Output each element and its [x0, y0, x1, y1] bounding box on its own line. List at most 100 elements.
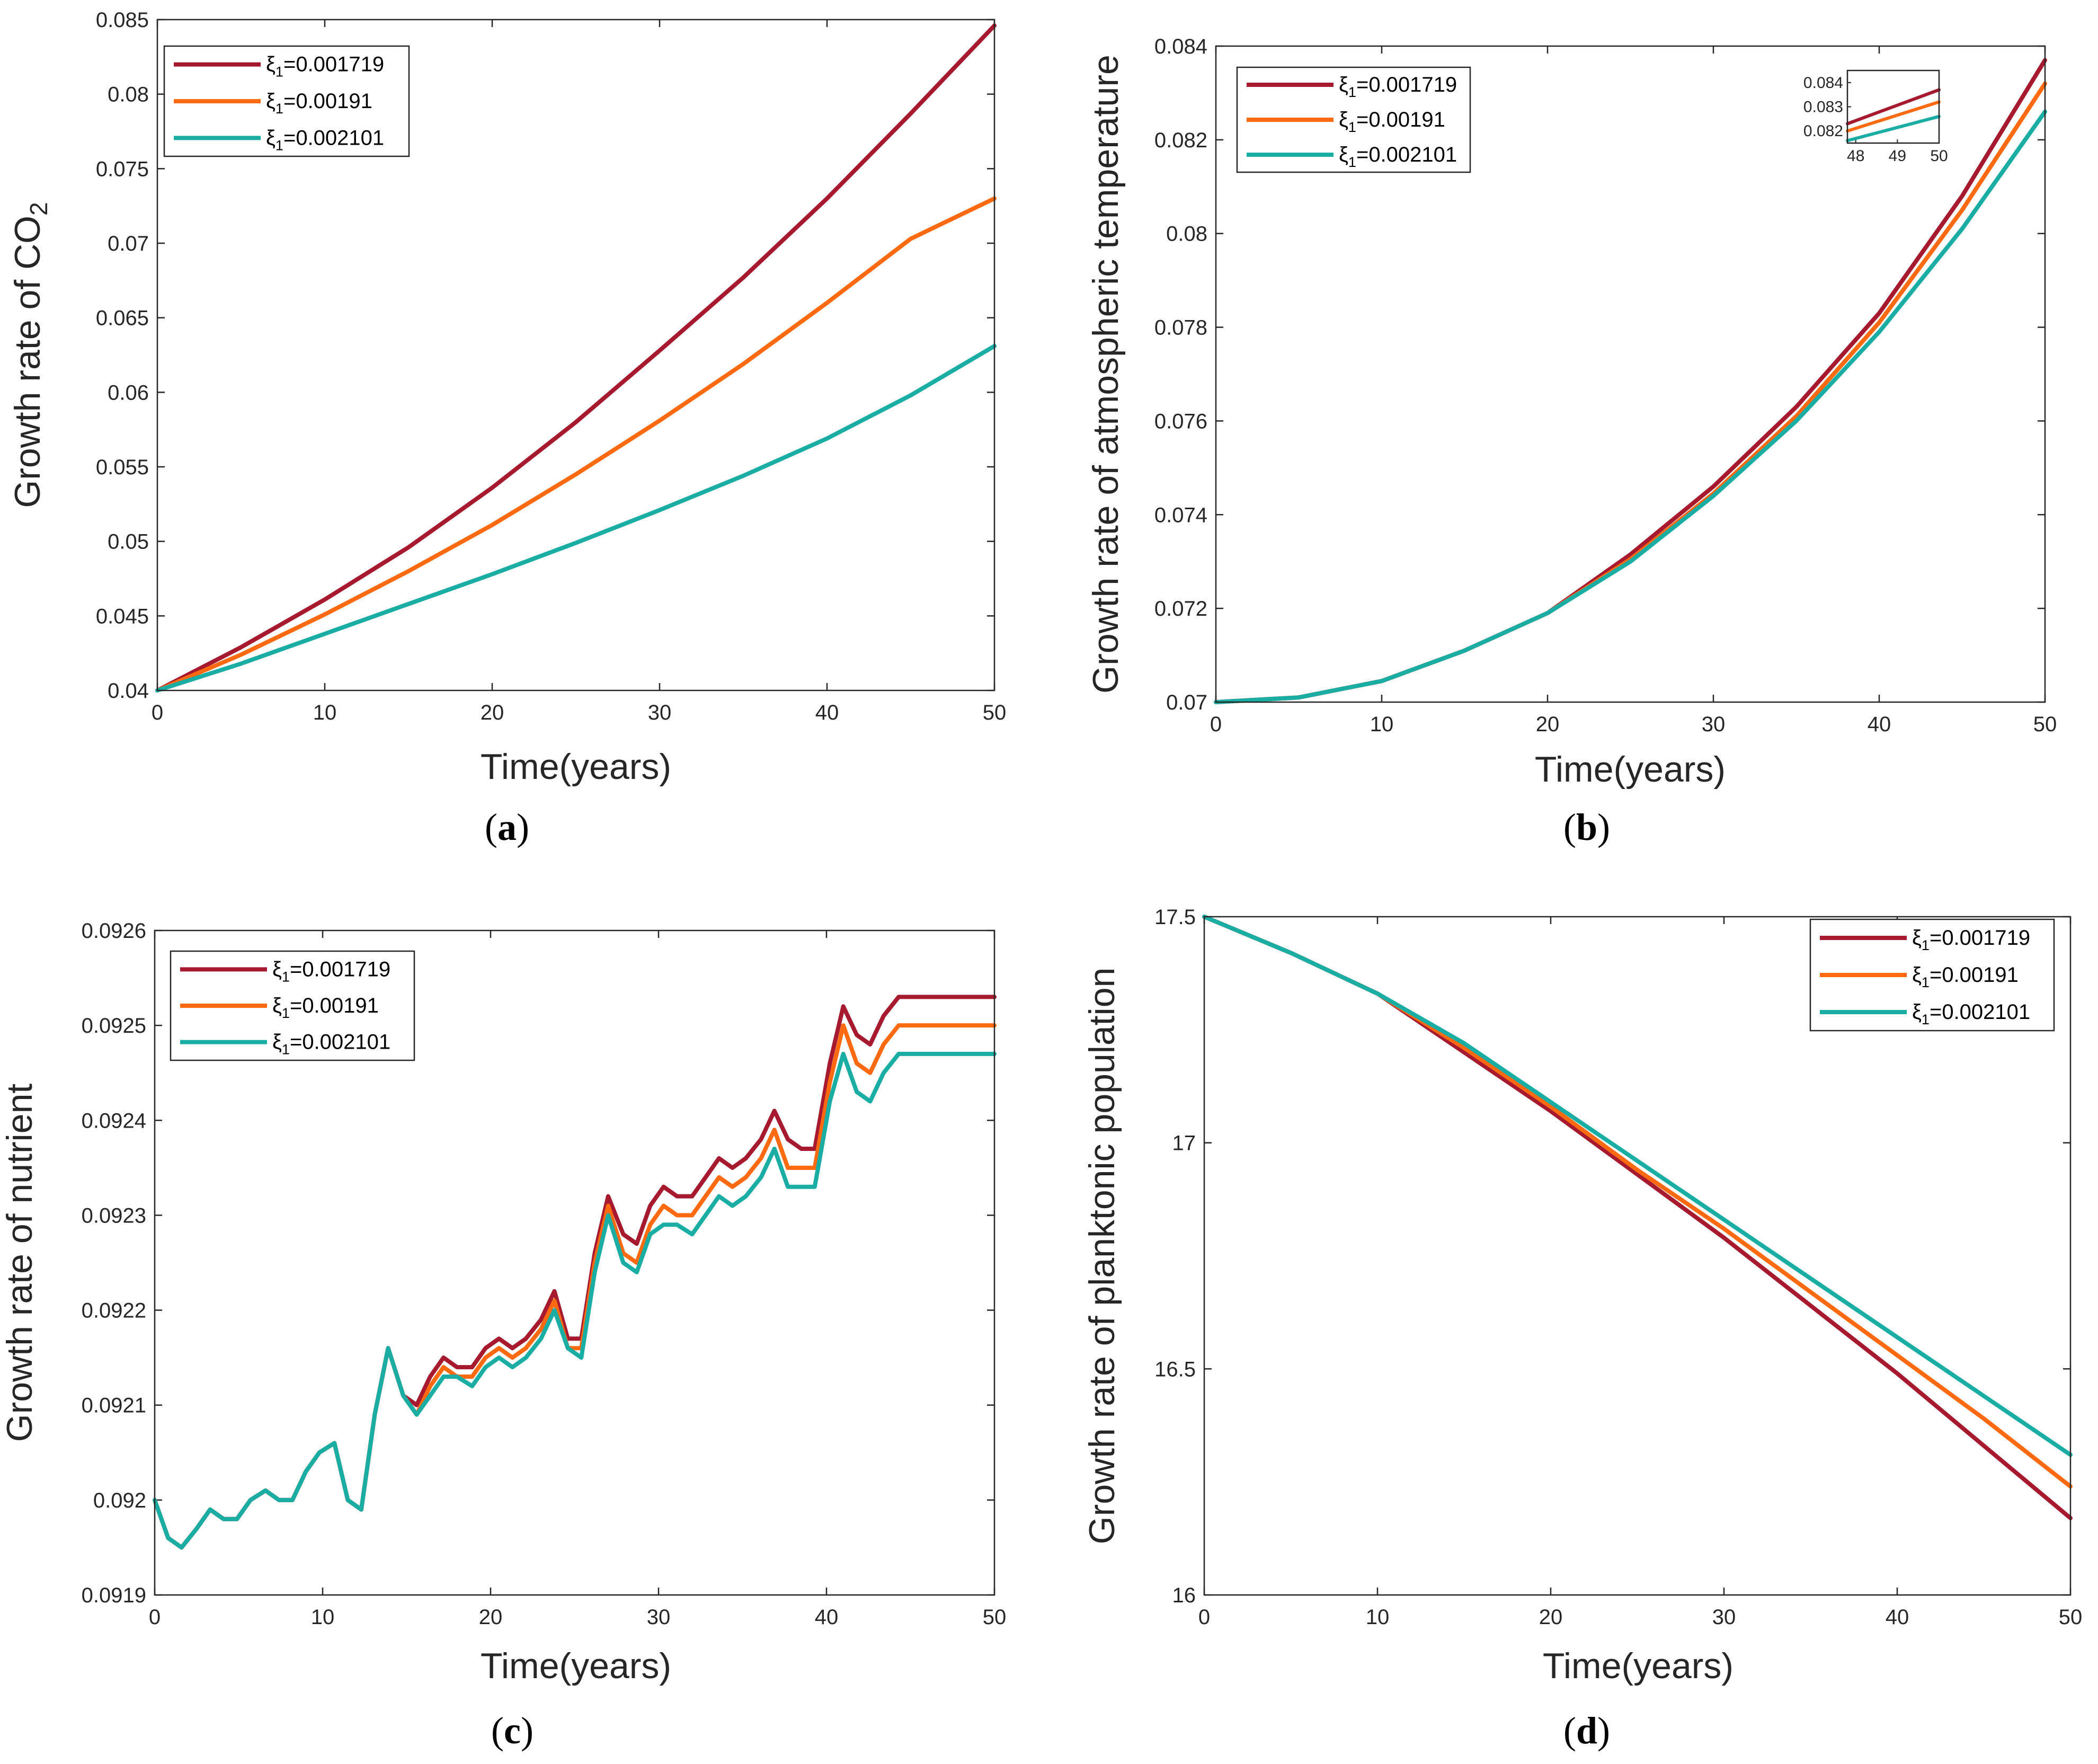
- x-tick-label: 10: [313, 701, 337, 724]
- inset-frame: [1846, 69, 1940, 144]
- inset-x-tick-label: 49: [1889, 147, 1906, 165]
- y-tick-label: 16: [1172, 1584, 1196, 1607]
- panel-label: (a): [485, 806, 529, 848]
- x-tick-label: 0: [1210, 713, 1222, 736]
- series-line-1: [153, 995, 997, 1550]
- panel-letter: d: [1576, 1709, 1597, 1752]
- y-axis-label: Growth rate of planktonic population: [1082, 968, 1122, 1545]
- x-tick-label: 50: [983, 1606, 1007, 1629]
- x-tick-label: 10: [1366, 1606, 1390, 1629]
- x-tick-label: 40: [815, 1606, 839, 1629]
- y-tick-label: 0.075: [96, 157, 149, 181]
- y-tick-label: 0.078: [1154, 316, 1207, 340]
- y-tick-label: 0.076: [1154, 410, 1207, 433]
- x-ticks: 0 10 20 30 40 50: [152, 20, 1006, 724]
- legend-sub: 1: [275, 137, 283, 153]
- legend-value: =0.002101: [1356, 143, 1457, 166]
- inset-y-tick-label: 0.083: [1803, 99, 1843, 116]
- series-lines: [1214, 58, 2047, 704]
- inset-series-lines: [1846, 88, 1941, 143]
- series-line-3: [1202, 915, 2073, 1457]
- legend-sub: 1: [282, 1005, 290, 1021]
- y-tick-label: 0.08: [1166, 223, 1207, 246]
- panel-label: (b): [1563, 806, 1610, 848]
- y-tick-label: 0.085: [96, 8, 149, 32]
- y-tick-label: 0.07: [108, 232, 149, 255]
- legend-value: =0.001719: [283, 53, 384, 76]
- legend-item: ξ1=0.002101: [180, 1031, 390, 1058]
- legend-value: =0.00191: [283, 90, 372, 113]
- x-tick-label: 40: [1886, 1606, 1909, 1629]
- y-tick-label: 17.5: [1154, 906, 1196, 929]
- x-tick-label: 10: [1370, 713, 1394, 736]
- legend-value: =0.00191: [290, 994, 379, 1017]
- y-tick-label: 0.0923: [82, 1204, 146, 1227]
- legend-sub: 1: [1348, 119, 1356, 135]
- y-tick-label: 0.08: [108, 83, 149, 107]
- legend-item: ξ1=0.001719: [1820, 926, 2030, 953]
- y-tick-label: 0.082: [1154, 129, 1207, 152]
- panel-b: 0 10 20 30 40 50 0.07 0.072 0.074 0.076 0.078 0.08…: [1086, 35, 2057, 848]
- series-line-2: [153, 1023, 997, 1550]
- legend: ξ1=0.001719 ξ1=0.00191 ξ1=0.002101: [1809, 918, 2055, 1032]
- inset-series-line-2: [1846, 100, 1941, 133]
- legend-label: ξ1=0.002101: [266, 126, 384, 153]
- x-ticks: 0 10 20 30 40 50: [1198, 917, 2082, 1629]
- y-axis-label: Growth rate of atmospheric temperature: [1086, 55, 1126, 694]
- x-tick-label: 50: [983, 701, 1007, 724]
- legend-label: ξ1=0.00191: [266, 90, 372, 117]
- y-tick-label: 0.0922: [82, 1299, 146, 1323]
- y-axis-label: Growth rate of nutrient: [0, 1084, 40, 1442]
- legend-item: ξ1=0.00191: [180, 994, 379, 1021]
- x-tick-label: 20: [481, 701, 504, 724]
- y-tick-label: 0.0925: [82, 1014, 146, 1038]
- legend-sub: 1: [282, 969, 290, 985]
- legend: ξ1=0.001719 ξ1=0.00191 ξ1=0.002101: [163, 45, 410, 157]
- legend-sym: ξ: [266, 53, 275, 76]
- legend-sub: 1: [275, 101, 283, 117]
- x-tick-label: 50: [2059, 1606, 2083, 1629]
- y-tick-label: 16.5: [1154, 1358, 1196, 1381]
- series-line-2: [1214, 81, 2047, 704]
- legend-label: ξ1=0.001719: [1912, 926, 2030, 953]
- y-tick-label: 0.07: [1166, 691, 1207, 714]
- legend-sub: 1: [1922, 937, 1930, 953]
- series-line-3: [155, 344, 997, 693]
- y-axis-label: Growth rate of CO2: [7, 202, 52, 508]
- legend-label: ξ1=0.00191: [272, 994, 379, 1021]
- legend-value: =0.002101: [1930, 1000, 2030, 1024]
- x-tick-label: 20: [1539, 1606, 1563, 1629]
- y-label-main: Growth rate of CO: [7, 216, 48, 508]
- y-label-sub: 2: [25, 202, 52, 216]
- series-line-3: [1214, 109, 2047, 704]
- legend-sym: ξ: [1912, 963, 1922, 987]
- legend: ξ1=0.001719 ξ1=0.00191 ξ1=0.002101: [1236, 66, 1471, 173]
- series-line-1: [155, 23, 997, 693]
- x-tick-label: 30: [647, 1606, 671, 1629]
- panel-letter: b: [1576, 806, 1597, 848]
- y-tick-label: 0.084: [1154, 35, 1207, 58]
- legend-value: =0.00191: [1930, 963, 2019, 987]
- legend-label: ξ1=0.002101: [1912, 1000, 2030, 1027]
- legend-sub: 1: [282, 1042, 290, 1058]
- legend-item: ξ1=0.00191: [174, 90, 372, 117]
- inset-plot: 48 49 50 0.082 0.083 0.084: [1788, 66, 1948, 166]
- legend-item: ξ1=0.00191: [1247, 108, 1445, 135]
- y-tick-label: 0.0924: [82, 1109, 146, 1132]
- legend-sub: 1: [1348, 84, 1356, 100]
- y-ticks: 0.07 0.072 0.074 0.076 0.078 0.08 0.082 0.084: [1154, 35, 2045, 714]
- legend-sym: ξ: [266, 126, 275, 149]
- legend-label: ξ1=0.001719: [272, 958, 390, 985]
- legend-value: =0.001719: [1930, 926, 2030, 950]
- inset-y-tick-label: 0.084: [1803, 74, 1843, 92]
- x-tick-label: 30: [648, 701, 672, 724]
- x-tick-label: 0: [1198, 1606, 1210, 1629]
- x-tick-label: 0: [149, 1606, 161, 1629]
- y-tick-label: 0.055: [96, 456, 149, 479]
- panel-letter: a: [497, 806, 517, 848]
- legend-item: ξ1=0.001719: [174, 53, 384, 80]
- inset-x-tick-label: 50: [1930, 147, 1948, 165]
- legend-item: ξ1=0.00191: [1820, 963, 2019, 990]
- y-tick-label: 0.072: [1154, 597, 1207, 620]
- x-tick-label: 30: [1712, 1606, 1736, 1629]
